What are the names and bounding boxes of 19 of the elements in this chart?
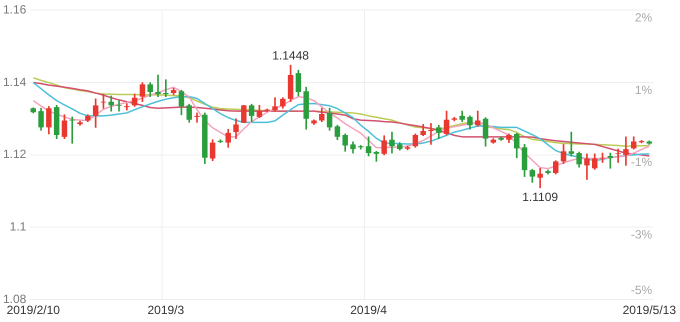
annotation: 1.1109 xyxy=(522,190,558,204)
annotation: -3% xyxy=(630,228,653,242)
candlestick xyxy=(155,74,161,97)
candlestick xyxy=(100,94,106,109)
x-tick-label: 2019/5/13 xyxy=(622,303,676,318)
y-tick-label: 1.12 xyxy=(2,147,27,162)
annotation: -1% xyxy=(630,155,653,170)
annotation: -5% xyxy=(630,282,653,297)
y-tick-label: 1.08 xyxy=(2,292,27,306)
annotation: 2% xyxy=(634,10,653,25)
annotation: 1% xyxy=(634,82,653,97)
candlestick xyxy=(428,123,434,145)
y-tick-label: 1.14 xyxy=(2,74,27,89)
y-tick-label: 1.1 xyxy=(10,220,27,234)
x-tick-label: 2019/4 xyxy=(350,303,388,318)
x-tick-label: 2019/2/10 xyxy=(6,303,60,318)
y-tick-label: 1.16 xyxy=(2,2,27,17)
annotation: 1.1448 xyxy=(272,48,310,62)
x-tick-label: 2019/3 xyxy=(147,303,184,318)
